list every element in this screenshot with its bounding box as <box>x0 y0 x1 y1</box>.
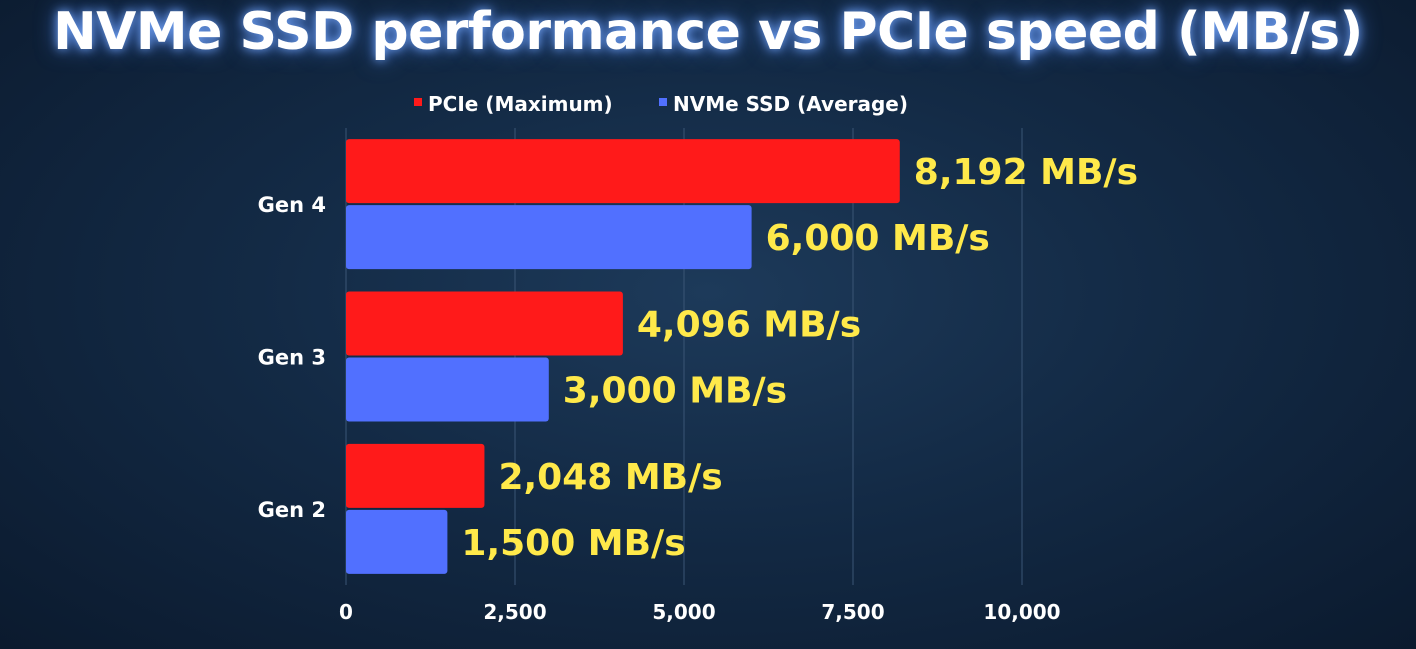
category-label-gen-4: Gen 4 <box>258 193 326 217</box>
category-labels: Gen 4 Gen 3 Gen 2 <box>258 193 326 522</box>
category-label-gen-2: Gen 2 <box>258 498 326 522</box>
value-label: 6,000 MB/s <box>766 218 990 259</box>
value-label: 8,192 MB/s <box>914 152 1138 193</box>
bar-pcie-maximum-gen-3 <box>346 291 623 356</box>
bars <box>346 139 900 574</box>
legend-label-1: NVMe SSD (Average) <box>673 92 908 116</box>
category-label-gen-3: Gen 3 <box>258 346 326 370</box>
bar-nvme-ssd-average-gen-2 <box>346 509 448 574</box>
value-label: 1,500 MB/s <box>461 523 685 564</box>
x-axis-tick-labels: 0 2,500 5,000 7,500 10,000 <box>339 600 1061 624</box>
x-tick-label-4: 10,000 <box>983 600 1060 624</box>
gridlines <box>345 128 1023 585</box>
bar-nvme-ssd-average-gen-4 <box>346 205 752 270</box>
chart-title: NVMe SSD performance vs PCIe speed (MB/s… <box>53 2 1363 62</box>
x-tick-label-2: 5,000 <box>652 600 715 624</box>
bar-pcie-maximum-gen-4 <box>346 139 900 204</box>
bar-nvme-ssd-average-gen-3 <box>346 357 549 422</box>
value-label: 2,048 MB/s <box>498 457 722 498</box>
bar-pcie-maximum-gen-2 <box>346 443 485 508</box>
legend-swatch-1 <box>659 98 667 106</box>
x-tick-label-1: 2,500 <box>483 600 546 624</box>
x-tick-label-3: 7,500 <box>821 600 884 624</box>
x-tick-label-0: 0 <box>339 600 353 624</box>
value-labels: 8,192 MB/s 6,000 MB/s 4,096 MB/s 3,000 MB/s… <box>461 152 1138 564</box>
value-label: 4,096 MB/s <box>637 305 861 346</box>
legend-swatch-0 <box>414 98 422 106</box>
value-label: 3,000 MB/s <box>563 371 787 412</box>
legend-label-0: PCIe (Maximum) <box>428 92 613 116</box>
legend: PCIe (Maximum) NVMe SSD (Average) <box>414 92 908 116</box>
